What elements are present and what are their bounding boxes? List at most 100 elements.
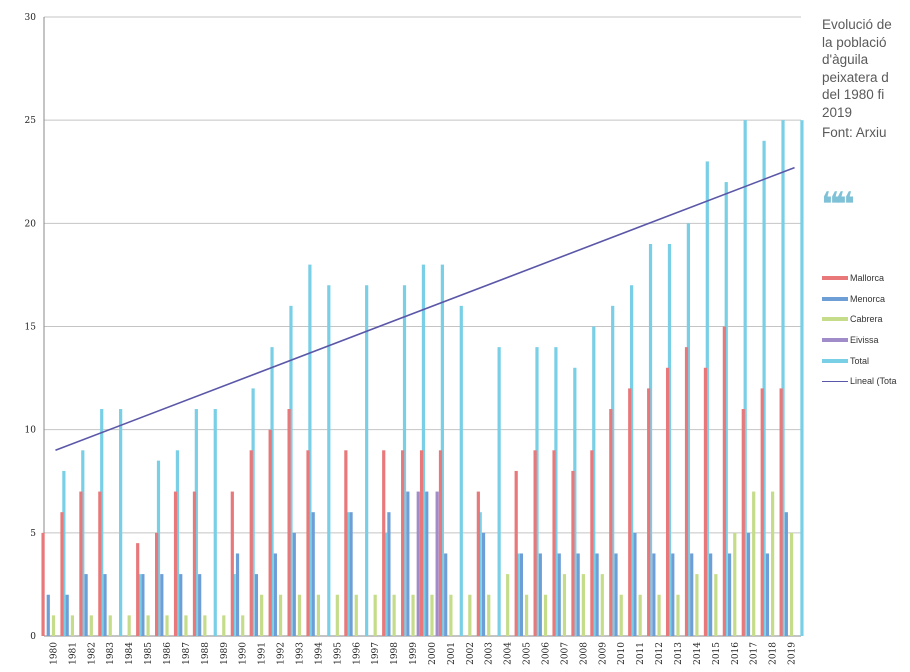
x-tick-label: 2011 xyxy=(636,642,646,665)
bar-cabrera-2011 xyxy=(638,594,642,636)
bar-mallorca-2019 xyxy=(779,388,783,636)
bar-menorca-2001 xyxy=(444,553,448,636)
caption-source: Font: Arxiu xyxy=(822,125,887,140)
bar-total-2006 xyxy=(554,347,558,636)
x-tick-label: 2005 xyxy=(523,642,533,665)
y-tick-label: 10 xyxy=(25,426,37,436)
bar-mallorca-1982 xyxy=(79,491,83,636)
bar-menorca-1993 xyxy=(292,532,296,636)
legend-label: Total xyxy=(850,355,870,366)
bar-menorca-2019 xyxy=(784,512,788,636)
x-tick-label: 2002 xyxy=(466,642,476,665)
x-tick-label: 1983 xyxy=(106,642,116,665)
bar-mallorca-2000 xyxy=(419,450,424,636)
bar-mallorca-2014 xyxy=(684,347,689,636)
legend-label: Mallorca xyxy=(850,273,885,284)
y-tick-label: 20 xyxy=(25,219,37,229)
bar-cabrera-2000 xyxy=(430,594,434,636)
y-tick-label: 30 xyxy=(25,13,37,23)
bar-cabrera-2007 xyxy=(562,574,567,636)
bar-menorca-2011 xyxy=(633,532,637,636)
bar-menorca-2000 xyxy=(425,491,429,636)
bar-cabrera-1994 xyxy=(316,594,321,636)
x-tick-label: 1985 xyxy=(144,642,154,665)
x-tick-label: 2019 xyxy=(788,642,798,665)
x-tick-label: 2012 xyxy=(655,642,665,665)
bar-eivissa-2000 xyxy=(435,491,439,636)
bar-cabrera-1985 xyxy=(146,615,150,636)
bar-mallorca-2007 xyxy=(552,450,556,636)
bar-menorca-2010 xyxy=(614,553,618,636)
bar-total-1997 xyxy=(383,532,388,636)
bar-mallorca-2008 xyxy=(571,470,575,636)
bar-menorca-1991 xyxy=(254,574,259,636)
x-tick-label: 1999 xyxy=(409,642,419,665)
bar-total-1998 xyxy=(402,285,407,636)
x-tick-label: 2018 xyxy=(769,642,779,665)
x-tick-label: 1990 xyxy=(239,642,249,665)
bar-mallorca-1988 xyxy=(192,491,197,636)
bar-menorca-2006 xyxy=(538,553,542,636)
bar-total-2011 xyxy=(648,243,653,636)
bar-total-1988 xyxy=(213,409,217,636)
bar-eivissa-1999 xyxy=(416,491,420,636)
x-tick-label: 1980 xyxy=(49,642,59,665)
bar-mallorca-1993 xyxy=(287,409,291,636)
bar-menorca-2003 xyxy=(481,532,486,636)
bar-total-1991 xyxy=(270,347,274,636)
legend-swatch xyxy=(822,338,848,343)
bar-mallorca-1986 xyxy=(155,532,159,636)
bar-total-1996 xyxy=(365,285,369,636)
bar-total-2005 xyxy=(535,347,539,636)
bar-cabrera-2005 xyxy=(524,594,529,636)
bar-total-2017 xyxy=(762,140,766,637)
x-tick-label: 1987 xyxy=(182,642,192,665)
x-tick-label: 1997 xyxy=(371,642,381,665)
bar-mallorca-1991 xyxy=(249,450,253,636)
bar-total-1989 xyxy=(232,574,236,636)
bar-mallorca-1980 xyxy=(41,532,45,636)
bar-menorca-1980 xyxy=(46,594,50,636)
bar-cabrera-2017 xyxy=(752,491,756,636)
trendline xyxy=(55,166,795,452)
bar-menorca-2012 xyxy=(652,553,656,636)
bar-total-2015 xyxy=(724,182,728,637)
bar-mallorca-2011 xyxy=(628,388,632,636)
bar-menorca-1988 xyxy=(198,574,202,636)
bar-mallorca-2005 xyxy=(514,470,518,636)
x-tick-label: 1991 xyxy=(258,642,268,665)
legend: Mallorca Menorca Cabrera Eivissa Total L… xyxy=(822,268,910,392)
bar-mallorca-1985 xyxy=(136,543,140,636)
bar-total-2001 xyxy=(459,305,463,636)
bar-cabrera-2004 xyxy=(506,574,510,636)
bar-mallorca-2010 xyxy=(609,409,613,636)
bar-menorca-1996 xyxy=(349,512,353,636)
x-tick-label: 1989 xyxy=(220,642,230,665)
x-tick-label: 2001 xyxy=(447,642,457,665)
bar-cabrera-2006 xyxy=(543,594,548,636)
bar-total-2002 xyxy=(478,512,482,636)
bar-cabrera-2013 xyxy=(676,594,680,636)
y-tick-label: 15 xyxy=(25,323,37,333)
legend-swatch xyxy=(822,380,848,383)
bar-total-1994 xyxy=(327,285,331,636)
bar-mallorca-2006 xyxy=(533,450,537,636)
bar-menorca-1983 xyxy=(103,574,107,636)
x-tick-label: 1988 xyxy=(201,642,211,665)
bar-mallorca-1983 xyxy=(98,491,102,636)
bar-cabrera-1990 xyxy=(241,615,245,636)
bar-mallorca-1996 xyxy=(344,450,348,636)
legend-item-mallorca: Mallorca xyxy=(822,268,910,289)
bar-total-2004 xyxy=(516,553,520,636)
x-tick-label: 2017 xyxy=(750,642,760,665)
x-tick-label: 2006 xyxy=(542,642,552,665)
bar-menorca-2008 xyxy=(576,553,580,636)
quote-mark-icon: ❝❝ xyxy=(821,185,855,225)
bar-menorca-1992 xyxy=(273,553,277,636)
bar-cabrera-1992 xyxy=(278,594,283,636)
legend-swatch xyxy=(822,276,848,281)
bar-cabrera-1999 xyxy=(411,594,415,636)
bar-menorca-2005 xyxy=(519,553,523,636)
bar-cabrera-2016 xyxy=(733,532,737,636)
bar-total-1993 xyxy=(308,264,312,636)
